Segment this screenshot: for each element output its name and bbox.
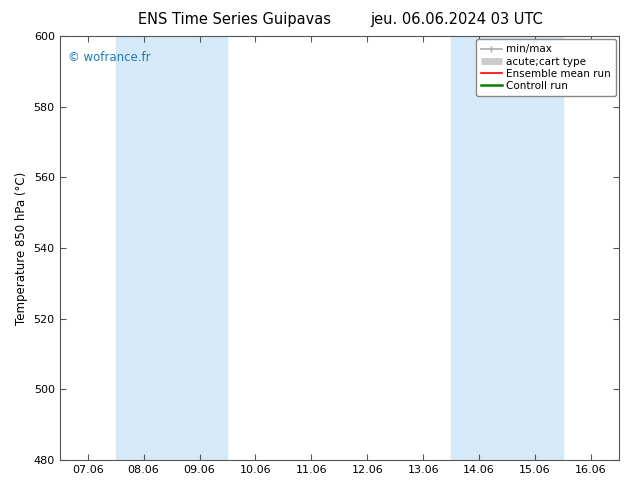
- Text: ENS Time Series Guipavas: ENS Time Series Guipavas: [138, 12, 331, 27]
- Text: © wofrance.fr: © wofrance.fr: [68, 51, 151, 64]
- Text: jeu. 06.06.2024 03 UTC: jeu. 06.06.2024 03 UTC: [370, 12, 543, 27]
- Legend: min/max, acute;cart type, Ensemble mean run, Controll run: min/max, acute;cart type, Ensemble mean …: [476, 39, 616, 96]
- Bar: [451, 36, 563, 460]
- Y-axis label: Temperature 850 hPa (°C): Temperature 850 hPa (°C): [15, 172, 28, 325]
- Bar: [115, 36, 228, 460]
